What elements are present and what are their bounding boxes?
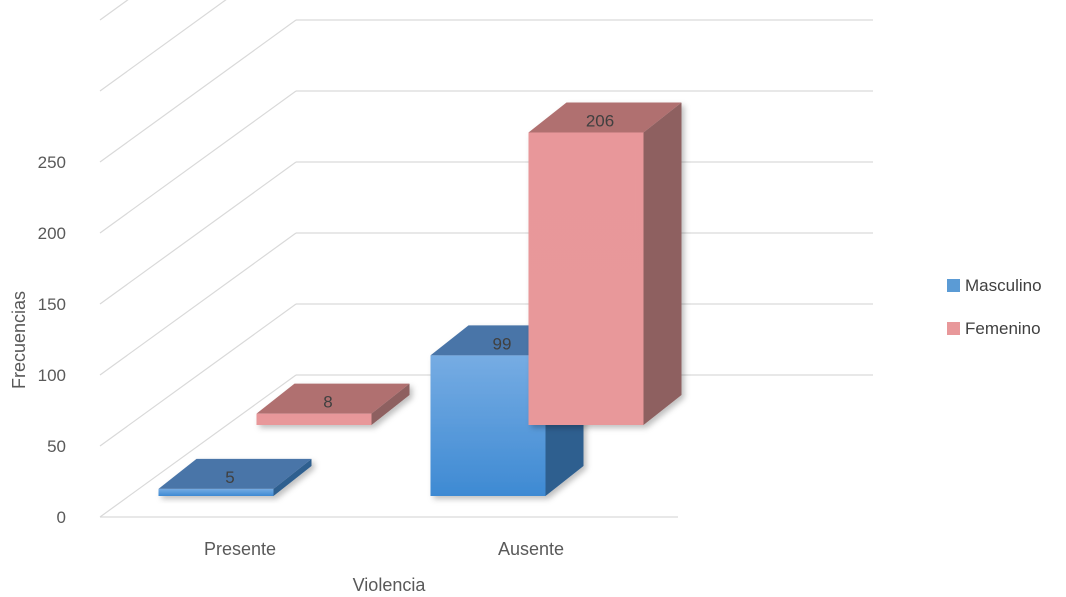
data-label: 5 xyxy=(225,468,234,487)
bar-masculino-presente xyxy=(158,458,312,496)
bar-side xyxy=(643,102,682,425)
bar-femenino-ausente xyxy=(528,102,682,426)
bar-front xyxy=(158,488,274,496)
bar-front xyxy=(256,413,372,425)
bar-top xyxy=(256,383,410,414)
bar-top xyxy=(158,458,312,489)
bars xyxy=(158,102,682,496)
data-labels: 5 99 8 206 xyxy=(225,111,614,486)
legend-swatch xyxy=(947,322,960,335)
y-tick-label: 250 xyxy=(38,153,66,172)
y-tick-label: 150 xyxy=(38,295,66,314)
legend-label: Femenino xyxy=(965,319,1041,338)
data-label: 8 xyxy=(323,393,332,412)
bar-front xyxy=(528,132,644,426)
legend: Masculino Femenino xyxy=(947,276,1042,338)
data-label: 206 xyxy=(586,111,614,130)
y-tick-label: 100 xyxy=(38,366,66,385)
gridline-side xyxy=(99,374,297,518)
x-tick-label: Presente xyxy=(204,539,276,559)
bar-front xyxy=(430,355,546,496)
y-tick-label: 200 xyxy=(38,224,66,243)
gridline-side xyxy=(99,90,297,234)
x-axis: Presente Ausente xyxy=(204,539,564,559)
gridline-side xyxy=(99,0,129,21)
x-tick-label: Ausente xyxy=(498,539,564,559)
y-tick-label: 50 xyxy=(47,437,66,456)
data-label: 99 xyxy=(493,334,512,353)
y-tick-label: 0 xyxy=(57,508,66,527)
x-axis-title: Violencia xyxy=(353,575,427,595)
gridline-side xyxy=(99,303,297,447)
legend-label: Masculino xyxy=(965,276,1042,295)
gridline-side xyxy=(99,19,297,163)
gridline-side xyxy=(99,161,297,305)
legend-swatch xyxy=(947,279,960,292)
gridline-side xyxy=(99,0,227,92)
y-axis: 0 50 100 150 200 250 xyxy=(38,153,66,527)
y-axis-title: Frecuencias xyxy=(9,291,29,389)
bar-top xyxy=(528,102,682,133)
bar-femenino-presente xyxy=(256,383,410,425)
bar-side xyxy=(273,458,312,496)
bar-side xyxy=(371,383,410,425)
gridline-side xyxy=(99,232,297,376)
